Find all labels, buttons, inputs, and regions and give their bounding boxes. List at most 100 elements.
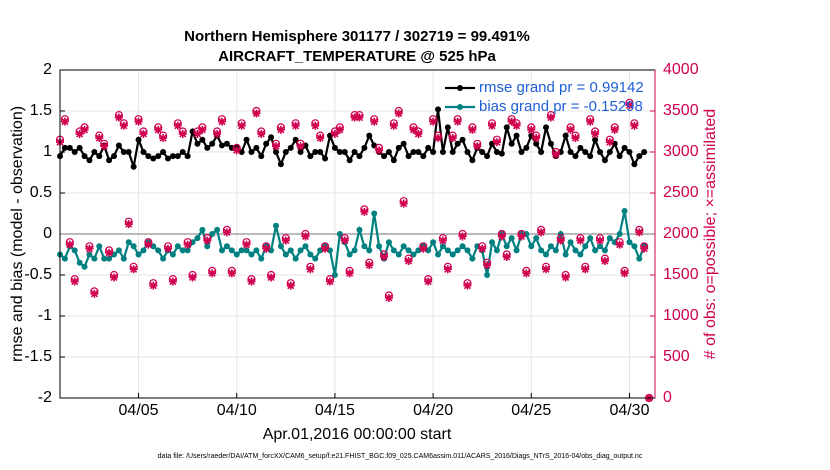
point [538,149,545,155]
point [385,149,392,155]
obs-assimilated [512,121,521,130]
point [405,247,412,254]
obs-assimilated [419,244,428,253]
point [390,247,397,254]
point [179,149,186,155]
legend-label: rmse grand pr = 0.99142 [479,79,644,96]
point [174,243,181,250]
point [336,231,343,237]
point [111,153,118,160]
point [459,243,466,250]
obs-assimilated [610,125,619,134]
obs-assimilated [463,281,472,290]
point [155,247,162,254]
point [233,251,240,258]
point [562,132,569,139]
point [606,235,613,242]
obs-assimilated [301,232,310,241]
point [361,243,368,250]
obs-assimilated [399,199,408,208]
obs-assimilated [75,129,84,138]
point [552,247,559,254]
obs-assimilated [100,142,109,151]
point [76,259,83,266]
point [484,153,491,160]
point [449,149,456,155]
point [204,144,211,151]
point [543,251,550,258]
point [253,144,260,151]
obs-assimilated [154,125,163,134]
obs-assimilated [296,142,305,151]
point [223,140,230,147]
point [223,243,230,250]
point [631,161,638,168]
point [219,142,226,149]
point [631,243,638,250]
point [150,155,157,162]
obs-assimilated [183,240,192,249]
obs-assimilated [375,146,384,155]
obs-assimilated [600,257,609,266]
point [493,149,500,155]
obs-assimilated [370,117,379,126]
obs-assimilated [571,134,580,143]
y2-tick-label: 2000 [663,225,699,242]
point [179,247,186,254]
point [538,247,545,254]
point [523,144,530,151]
point [115,247,122,254]
point [160,149,167,155]
point [346,251,353,258]
obs-assimilated [60,117,69,126]
obs-assimilated [478,244,487,253]
obs-assimilated [360,207,369,216]
obs-assimilated [620,269,629,278]
point [484,272,491,278]
x-tick-label: 04/20 [413,402,453,419]
y2-tick-label: 2500 [663,184,699,201]
chart-title: Northern Hemisphere 301177 / 302719 = 99… [184,28,530,45]
point [454,140,461,147]
point [606,149,613,155]
point [331,272,338,278]
point [597,243,604,250]
point [214,226,221,233]
obs-assimilated [404,257,413,266]
point [533,140,540,147]
point [243,136,250,143]
obs-assimilated [566,125,575,134]
point [592,247,599,254]
point [420,153,427,160]
obs-assimilated [85,244,94,253]
y-tick-label: -1 [38,307,52,324]
obs-assimilated [596,236,605,245]
point [322,155,329,162]
point [346,157,353,164]
point [268,134,275,141]
point [287,247,294,254]
obs-assimilated [576,236,585,245]
point [469,255,476,262]
point [425,144,432,151]
obs-assimilated [365,261,374,270]
obs-assimilated [546,113,555,122]
obs-assimilated [326,277,335,286]
obs-assimilated [316,134,325,143]
obs-assimilated [635,228,644,237]
point [547,243,554,250]
obs-assimilated [257,129,266,138]
point [258,153,265,160]
obs-assimilated [218,117,227,126]
obs-assimilated [80,125,89,134]
point [444,124,451,131]
obs-assimilated [537,228,546,237]
y2-tick-label: 1000 [663,307,699,324]
obs-assimilated [262,244,271,253]
point [219,247,226,254]
y-tick-label: -1.5 [24,348,52,365]
point [287,144,294,151]
obs-assimilated [345,269,354,278]
obs-assimilated [173,121,182,130]
point [341,149,348,155]
